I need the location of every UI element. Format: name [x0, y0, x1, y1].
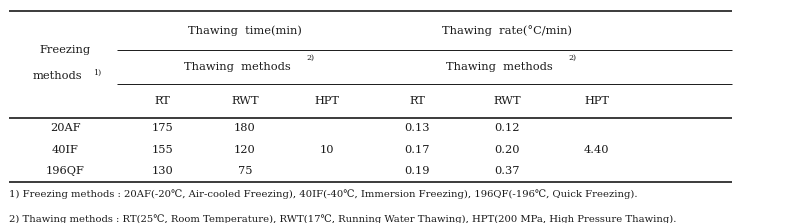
Text: 196QF: 196QF — [46, 166, 84, 176]
Text: RT: RT — [154, 96, 170, 106]
Text: 2): 2) — [568, 54, 576, 62]
Text: Thawing  methods: Thawing methods — [184, 62, 290, 72]
Text: 130: 130 — [152, 166, 173, 176]
Text: 155: 155 — [152, 145, 173, 155]
Text: 10: 10 — [319, 145, 334, 155]
Text: 0.12: 0.12 — [493, 124, 519, 134]
Text: 180: 180 — [233, 124, 255, 134]
Text: RWT: RWT — [492, 96, 520, 106]
Text: 0.13: 0.13 — [403, 124, 429, 134]
Text: 0.19: 0.19 — [403, 166, 429, 176]
Text: HPT: HPT — [584, 96, 609, 106]
Text: Thawing  time(min): Thawing time(min) — [188, 25, 302, 36]
Text: 1) Freezing methods : 20AF(-20℃, Air-cooled Freezing), 40IF(-40℃, Immersion Free: 1) Freezing methods : 20AF(-20℃, Air-coo… — [9, 190, 637, 199]
Text: HPT: HPT — [314, 96, 339, 106]
Text: 20AF: 20AF — [50, 124, 80, 134]
Text: Freezing: Freezing — [39, 45, 91, 55]
Text: 1): 1) — [93, 68, 102, 76]
Text: 4.40: 4.40 — [583, 145, 609, 155]
Text: 0.20: 0.20 — [493, 145, 519, 155]
Text: 40IF: 40IF — [51, 145, 79, 155]
Text: methods: methods — [33, 71, 83, 81]
Text: 0.17: 0.17 — [403, 145, 429, 155]
Text: 120: 120 — [233, 145, 255, 155]
Text: Thawing  rate(°C/min): Thawing rate(°C/min) — [441, 25, 571, 36]
Text: 0.37: 0.37 — [493, 166, 519, 176]
Text: 75: 75 — [237, 166, 252, 176]
Text: Thawing  methods: Thawing methods — [445, 62, 552, 72]
Text: 175: 175 — [152, 124, 173, 134]
Text: RT: RT — [408, 96, 424, 106]
Text: 2): 2) — [306, 54, 314, 62]
Text: 2) Thawing methods : RT(25℃, Room Temperature), RWT(17℃, Running Water Thawing),: 2) Thawing methods : RT(25℃, Room Temper… — [9, 214, 675, 223]
Text: RWT: RWT — [231, 96, 258, 106]
